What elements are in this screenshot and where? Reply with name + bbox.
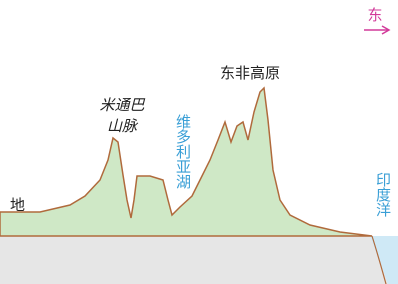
underground — [0, 236, 398, 284]
lake-label: 维多利亚湖 — [174, 114, 192, 190]
mountain-label: 山脉 — [107, 117, 139, 135]
land-label: 地 — [10, 196, 25, 214]
ocean-label: 印度洋 — [374, 172, 392, 217]
mountain-label: 米通巴 — [99, 96, 145, 114]
direction-label: 东 — [367, 6, 382, 24]
cross-section-diagram: 东 东非高原 米通巴 山脉 维多利亚湖 地 印度洋 — [0, 0, 398, 284]
plateau-label: 东非高原 — [220, 64, 280, 82]
